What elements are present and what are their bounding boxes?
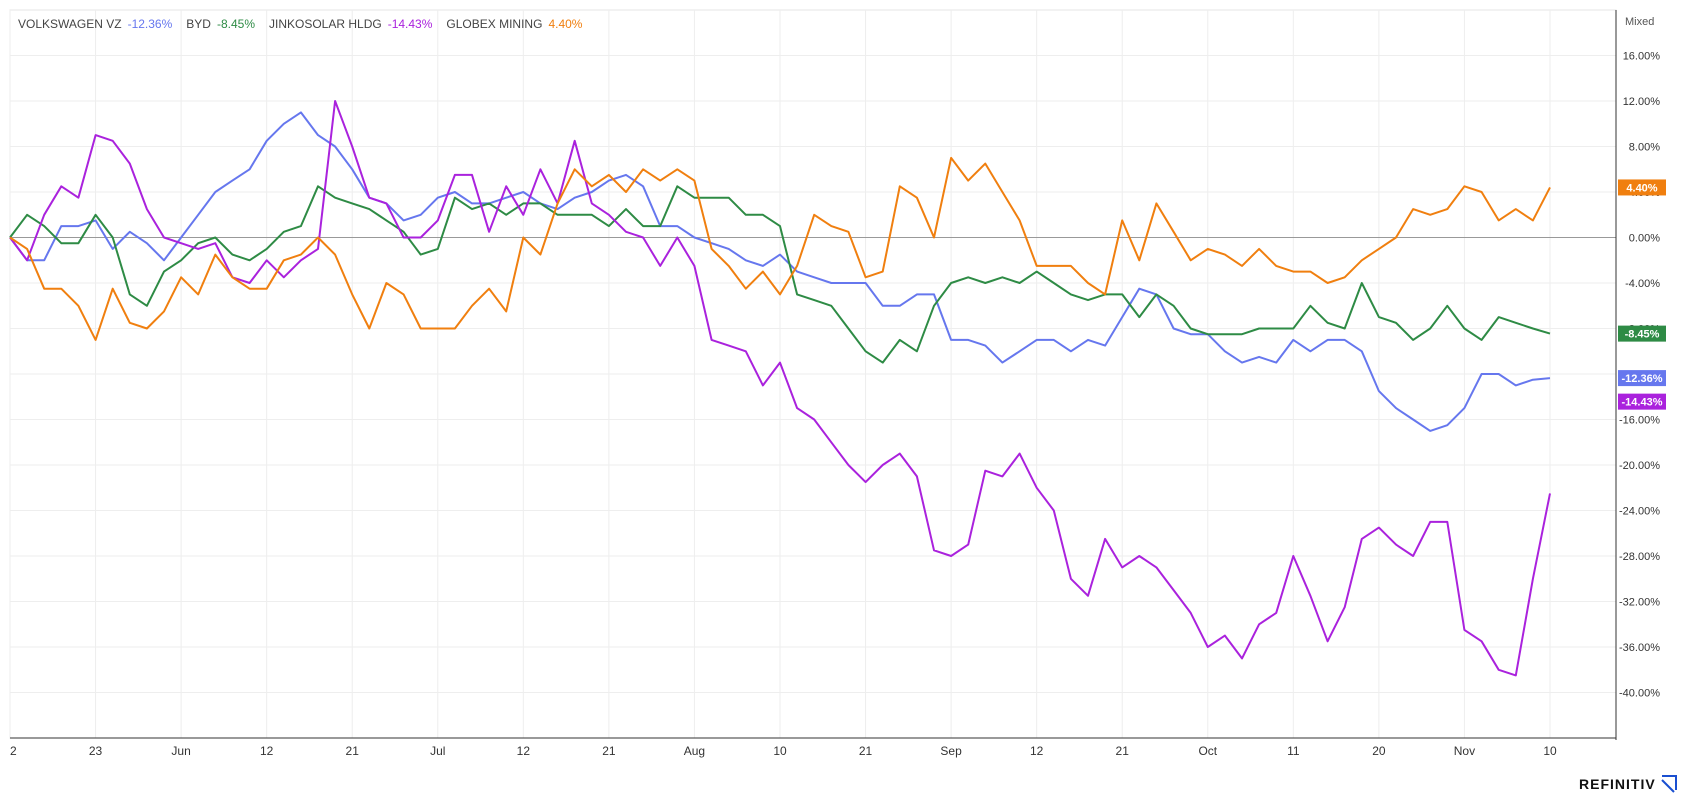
legend-series-name: VOLKSWAGEN VZ	[18, 17, 122, 31]
badge-value: -12.36%	[1622, 373, 1663, 385]
y-tick-label: 12.00%	[1623, 96, 1661, 108]
y-tick-label: -4.00%	[1625, 278, 1660, 290]
last-value-badge: -12.36%	[1618, 370, 1666, 387]
badge-value: -14.43%	[1622, 397, 1663, 409]
badge-background	[1618, 325, 1666, 342]
y-tick-label: -32.00%	[1619, 597, 1660, 609]
legend-series-value: 4.40%	[548, 17, 583, 31]
x-tick-label: 20	[1372, 744, 1386, 758]
legend-series-name: BYD	[186, 17, 211, 31]
legend-series-value: -12.36%	[127, 17, 173, 31]
x-tick-label: Aug	[684, 744, 705, 758]
x-tick-label: 21	[346, 744, 360, 758]
legend-item[interactable]: VOLKSWAGEN VZ -12.36%	[18, 17, 172, 31]
last-value-badge: 4.40%	[1618, 179, 1666, 196]
badge-background	[1618, 179, 1666, 196]
y-tick-label: -16.00%	[1619, 415, 1660, 427]
series-line-volkswagen-vz	[9, 111, 1551, 432]
x-tick-label: 23	[89, 744, 103, 758]
x-tick-label: Jul	[430, 744, 445, 758]
x-tick-label: Nov	[1454, 744, 1475, 758]
brand-logo-text: REFINITIV	[1579, 776, 1656, 792]
x-tick-label: 10	[773, 744, 787, 758]
legend-series-value: -8.45%	[216, 17, 255, 31]
scale-mode-label[interactable]: Mixed	[1625, 16, 1655, 28]
x-tick-label: 10	[1543, 744, 1557, 758]
y-tick-label: -24.00%	[1619, 506, 1660, 518]
x-tick-label: Jun	[171, 744, 190, 758]
x-tick-label: 2	[10, 744, 17, 758]
legend: VOLKSWAGEN VZ -12.36% BYD -8.45% JINKOSOLAR …	[18, 17, 596, 31]
last-value-badges: -12.36% -8.45% -14.43% 4.40%	[1618, 179, 1666, 410]
y-tick-label: 16.00%	[1623, 51, 1661, 63]
x-tick-label: 12	[517, 744, 531, 758]
series-line-jinkosolar-hldg	[9, 100, 1551, 677]
legend-item[interactable]: JINKOSOLAR HLDG -14.43%	[269, 17, 432, 31]
series-group	[9, 100, 1551, 677]
y-tick-label: -20.00%	[1619, 460, 1660, 472]
y-tick-label: -28.00%	[1619, 551, 1660, 563]
badge-value: -8.45%	[1625, 329, 1660, 341]
x-tick-label: 12	[1030, 744, 1044, 758]
legend-series-name: JINKOSOLAR HLDG	[269, 17, 382, 31]
legend-item[interactable]: BYD -8.45%	[186, 17, 255, 31]
grid-lines	[9, 9, 1617, 739]
x-tick-label: 21	[859, 744, 873, 758]
last-value-badge: -8.45%	[1618, 325, 1666, 342]
last-value-badge: -14.43%	[1618, 393, 1666, 410]
x-tick-label: 11	[1287, 744, 1300, 758]
refinitiv-logo-icon	[1661, 775, 1677, 793]
x-tick-label: 12	[260, 744, 274, 758]
x-tick-label: 21	[602, 744, 616, 758]
legend-series-name: GLOBEX MINING	[446, 17, 543, 31]
badge-background	[1618, 370, 1666, 387]
badge-value: 4.40%	[1626, 182, 1657, 194]
series-line-globex-mining	[9, 156, 1551, 341]
y-tick-label: 0.00%	[1629, 233, 1660, 245]
badge-background	[1618, 393, 1666, 410]
x-tick-label: 21	[1116, 744, 1130, 758]
x-tick-label: Oct	[1198, 744, 1217, 758]
y-tick-label: 8.00%	[1629, 142, 1660, 154]
legend-series-value: -14.43%	[387, 17, 433, 31]
y-tick-label: -36.00%	[1619, 642, 1660, 654]
x-axis-labels: 2 23 Jun 12 21 Jul 12 21 Aug 10 21 Sep 12 21 Oct 11 20 No…	[10, 744, 1557, 758]
y-tick-label: -40.00%	[1619, 688, 1660, 700]
x-tick-label: Sep	[940, 744, 962, 758]
legend-item[interactable]: GLOBEX MINING 4.40%	[446, 17, 582, 31]
series-line-byd	[9, 185, 1551, 364]
